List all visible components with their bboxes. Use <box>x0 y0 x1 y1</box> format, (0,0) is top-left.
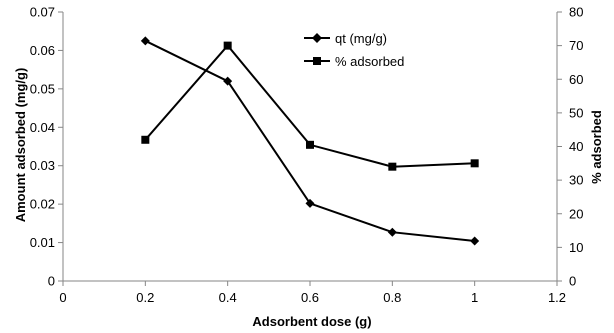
legend-marker-adsorbed <box>313 57 321 65</box>
data-point-adsorbed <box>141 135 150 144</box>
data-point-qt <box>140 36 150 46</box>
y-right-tick-label: 10 <box>569 240 583 255</box>
data-point-qt <box>387 227 397 237</box>
legend-label-qt: qt (mg/g) <box>335 31 387 46</box>
data-point-qt <box>470 236 480 246</box>
y-right-tick-label: 80 <box>569 5 583 20</box>
data-point-qt <box>305 198 315 208</box>
chart-series <box>140 36 480 246</box>
legend-label-adsorbed: % adsorbed <box>335 54 404 69</box>
data-point-adsorbed <box>470 159 479 168</box>
y-left-tick-label: 0.07 <box>30 5 55 20</box>
y-left-tick-label: 0.03 <box>30 158 55 173</box>
y-right-tick-label: 0 <box>569 274 576 289</box>
legend-marker-qt <box>312 33 322 43</box>
y-right-tick-label: 60 <box>569 72 583 87</box>
x-tick-label: 0 <box>59 290 66 305</box>
y-axis-left-title: Amount adsorbed (mg/g) <box>13 68 28 223</box>
chart-axes: 0 0.2 0.4 0.6 0.8 1 1.200.010.020.030.040.050.… <box>30 5 584 306</box>
data-point-adsorbed <box>388 162 397 171</box>
y-right-tick-label: 40 <box>569 139 583 154</box>
x-tick-label: 0.2 <box>136 290 154 305</box>
y-right-tick-label: 30 <box>569 173 583 188</box>
y-right-tick-label: 50 <box>569 105 583 120</box>
chart-legend: qt (mg/g) % adsorbed <box>304 31 404 69</box>
y-right-tick-label: 20 <box>569 206 583 221</box>
y-left-tick-label: 0.06 <box>30 43 55 58</box>
x-tick-label: 0.4 <box>219 290 237 305</box>
x-tick-label: 0.6 <box>301 290 319 305</box>
x-tick-label: 0.8 <box>383 290 401 305</box>
y-left-tick-label: 0.05 <box>30 81 55 96</box>
x-tick-label: 1 <box>471 290 478 305</box>
y-left-tick-label: 0 <box>48 274 55 289</box>
data-point-qt <box>223 76 233 86</box>
y-axis-right-title: % adsorbed <box>589 110 604 184</box>
data-point-adsorbed <box>223 41 232 50</box>
y-right-tick-label: 70 <box>569 38 583 53</box>
y-left-tick-label: 0.01 <box>30 235 55 250</box>
y-left-tick-label: 0.02 <box>30 197 55 212</box>
x-axis-title: Adsorbent dose (g) <box>252 314 371 329</box>
x-tick-label: 1.2 <box>548 290 566 305</box>
y-left-tick-label: 0.04 <box>30 120 55 135</box>
data-point-adsorbed <box>306 140 314 149</box>
